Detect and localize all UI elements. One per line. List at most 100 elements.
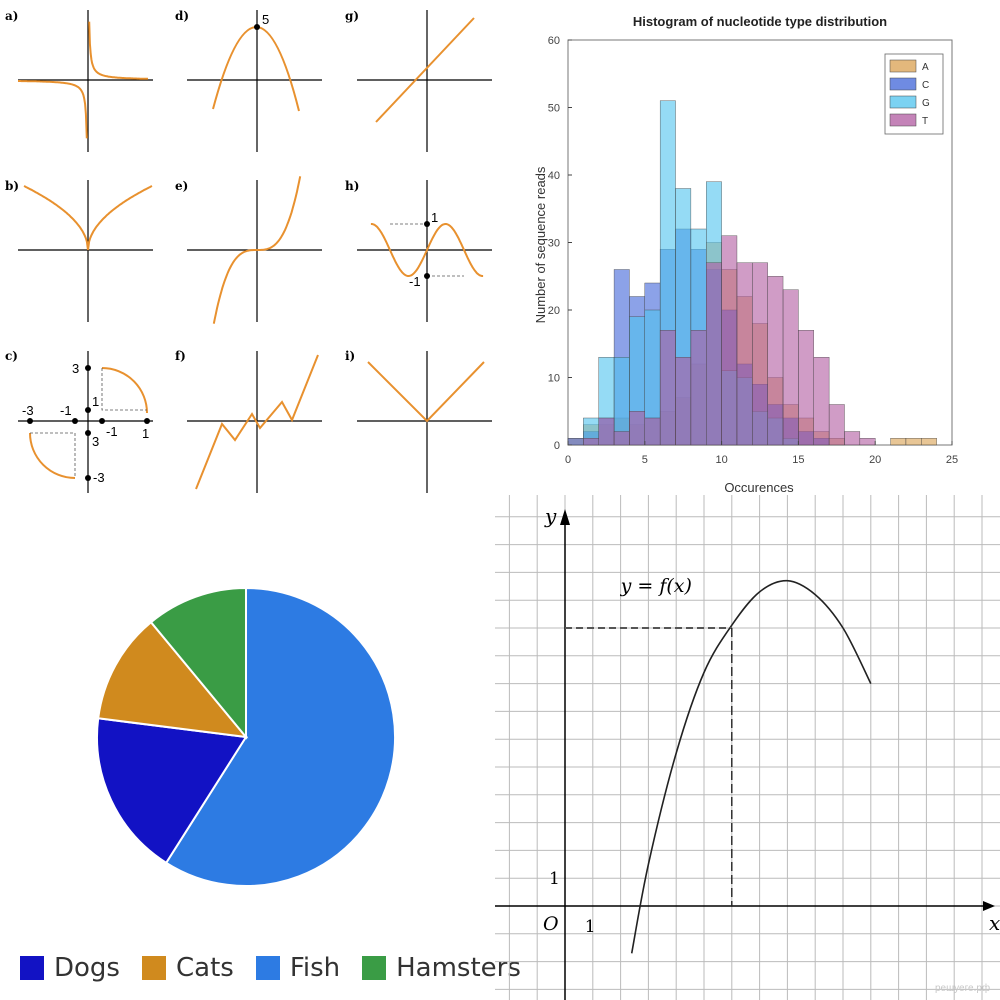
max-dot — [424, 221, 430, 227]
subplot-label: c) — [5, 349, 18, 363]
curve-lower — [29, 432, 76, 479]
legend-label: A — [922, 62, 929, 73]
y-tick-label: 0 — [554, 440, 560, 452]
axis-annotation: 1 — [92, 394, 99, 409]
axis-annotation: 3 — [92, 434, 99, 449]
legend-item-dogs: Dogs — [20, 953, 120, 983]
curve — [367, 361, 485, 423]
pie-chart — [96, 586, 397, 887]
subplot-label: i) — [345, 349, 355, 363]
legend-swatch — [20, 956, 44, 980]
max-annotation: 1 — [431, 210, 438, 225]
curve — [375, 17, 475, 123]
subplot-label: a) — [5, 9, 18, 23]
legend-swatch — [362, 956, 387, 980]
watermark: решуеге.рф — [935, 982, 990, 994]
legend-label: C — [922, 80, 929, 91]
subplot-d: d) 5 — [175, 9, 322, 152]
histogram-ylabel: Number of sequence reads — [533, 166, 548, 323]
origin-label: O — [543, 913, 559, 935]
axis-annotation: -1 — [106, 424, 118, 439]
curve-upper — [101, 367, 148, 414]
axis-annotation: -3 — [22, 403, 34, 418]
axis-annotation: 3 — [72, 361, 79, 376]
pie-slice-cats — [97, 620, 249, 739]
legend-label: Fish — [289, 953, 341, 983]
axis-annotation: -3 — [93, 470, 105, 485]
guide-lower — [30, 432, 76, 478]
legend-label: G — [922, 98, 930, 109]
histogram-bar — [767, 276, 784, 446]
histogram-bar — [659, 330, 676, 446]
x-tick-label: 0 — [565, 454, 571, 466]
histogram-bar — [736, 262, 753, 446]
y-tick-label: 60 — [548, 35, 560, 47]
histogram-bar — [613, 431, 630, 446]
x-axis-label: x — [989, 911, 1000, 935]
curve-right — [88, 21, 148, 80]
x-tick-label: 20 — [869, 454, 881, 466]
histogram-bar — [828, 404, 845, 446]
function-grid: a) b) c) 3 -3 -1 1 -1 1 3 -3 d) 5 e) f) g) h) 1 -1 i) — [5, 9, 492, 493]
y-axis-arrow — [560, 509, 570, 525]
legend-label: Dogs — [54, 953, 120, 983]
y-unit-label: 1 — [549, 869, 560, 889]
subplot-label: b) — [5, 179, 19, 193]
histogram-bar — [921, 438, 937, 446]
curve — [195, 354, 319, 490]
legend-label: T — [922, 116, 928, 127]
x-tick-label: 5 — [642, 454, 648, 466]
subplot-b: b) — [5, 179, 153, 322]
legend-swatch — [889, 59, 917, 73]
vertex-annotation: 5 — [262, 12, 269, 27]
marker-dot — [99, 418, 105, 424]
histogram-bar — [752, 262, 768, 446]
histogram-xlabel: Occurences — [724, 480, 794, 495]
subplot-g: g) — [345, 9, 492, 152]
histogram-bar — [598, 417, 615, 446]
histogram-bar — [721, 235, 738, 446]
axis-annotation: 1 — [142, 426, 149, 441]
legend-swatch — [889, 77, 917, 91]
grid — [495, 495, 1000, 1000]
histogram-bar — [782, 289, 799, 446]
histogram-bar — [905, 438, 922, 446]
subplot-e: e) — [175, 176, 322, 324]
histogram-bar — [583, 438, 599, 446]
min-dot — [424, 273, 430, 279]
histogram-title: Histogram of nucleotide type distributio… — [633, 14, 887, 29]
legend-label: Hamsters — [396, 953, 521, 983]
marker-dot — [144, 418, 150, 424]
function-graph: x y O 1 1 y = f(x) решуеге.рф — [495, 495, 1000, 1000]
legend-label: Cats — [175, 953, 234, 983]
x-unit-label: 1 — [585, 917, 596, 937]
histogram-bar — [706, 262, 722, 446]
subplot-a: a) — [5, 9, 153, 152]
pie-slice-fish — [164, 586, 397, 887]
legend-swatch — [255, 956, 280, 980]
curve — [212, 176, 302, 324]
axis-annotation: -1 — [60, 403, 72, 418]
pie-legend: Dogs Cats Fish Hamsters — [20, 946, 521, 990]
marker-dot — [27, 418, 33, 424]
legend-item-hamsters: Hamsters — [362, 953, 521, 983]
subplot-label: g) — [345, 9, 359, 23]
curve — [370, 223, 484, 277]
legend-swatch — [889, 113, 917, 127]
y-axis-label: y — [544, 504, 557, 528]
y-tick-label: 30 — [548, 238, 560, 250]
histogram-bar — [890, 438, 907, 446]
x-tick-label: 15 — [792, 454, 804, 466]
curve-label: y = f(x) — [620, 575, 692, 597]
subplot-label: h) — [345, 179, 359, 193]
histogram-bar — [813, 357, 830, 446]
min-annotation: -1 — [409, 274, 421, 289]
y-tick-label: 20 — [548, 305, 560, 317]
subplot-label: f) — [175, 349, 186, 363]
histogram-bar — [798, 330, 814, 446]
histogram-bar — [644, 417, 661, 446]
curve — [23, 185, 153, 251]
histogram-bar — [859, 438, 876, 446]
histogram-bar — [629, 411, 646, 446]
